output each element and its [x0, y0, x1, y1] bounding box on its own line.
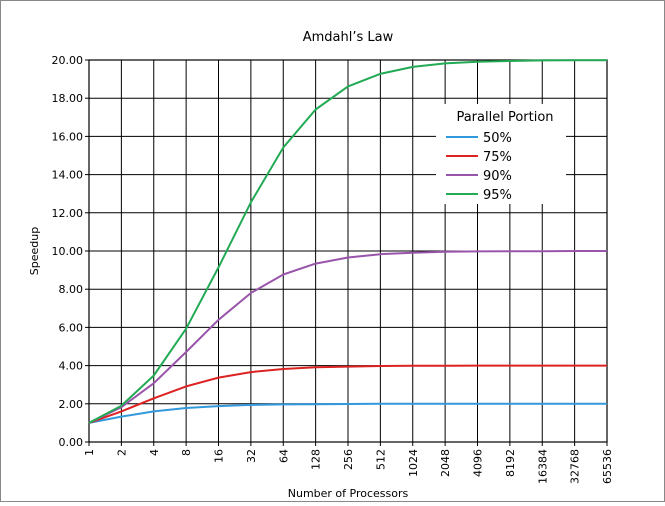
y-axis-ticks: 0.00 2.00 4.00 6.00 8.00 10.00 12.00 14.00 16.00… [52, 54, 89, 449]
y-tick-label: 20.00 [52, 54, 84, 67]
legend-label: 95% [483, 188, 512, 203]
legend-label: 75% [483, 150, 512, 165]
y-tick-label: 8.00 [59, 283, 84, 296]
x-tick-label: 2 [115, 449, 128, 456]
legend-title: Parallel Portion [456, 110, 553, 125]
x-tick-label: 16 [213, 449, 226, 463]
x-axis-label: Number of Processors [288, 487, 409, 500]
chart-title: Amdahl’s Law [303, 30, 394, 45]
y-tick-label: 14.00 [52, 169, 84, 182]
y-tick-label: 18.00 [52, 92, 84, 105]
x-tick-label: 8192 [504, 449, 517, 477]
series-line-95pct [88, 59, 607, 424]
series-line-75pct [88, 364, 607, 424]
legend-box [436, 104, 566, 204]
legend-label: 90% [483, 169, 512, 184]
x-tick-label: 32768 [569, 449, 582, 484]
x-tick-label: 4 [148, 449, 161, 456]
y-tick-label: 10.00 [52, 245, 84, 258]
x-tick-label: 16384 [536, 449, 549, 484]
series-line-50pct [88, 402, 607, 424]
x-tick-label: 4096 [472, 449, 485, 477]
y-tick-label: 12.00 [52, 207, 84, 220]
x-tick-label: 64 [277, 449, 290, 463]
x-tick-label: 256 [342, 449, 355, 470]
x-axis-ticks: 1 2 4 8 16 32 64 128 256 512 1024 2048 4096 8192 16384… [83, 442, 614, 484]
y-tick-label: 2.00 [59, 398, 84, 411]
y-axis-label: Speedup [28, 227, 41, 275]
y-tick-label: 4.00 [59, 360, 84, 373]
x-tick-label: 8 [180, 449, 193, 456]
legend: Parallel Portion 50% 75% 90% 95% [436, 104, 566, 204]
x-tick-label: 32 [245, 449, 258, 463]
x-tick-label: 1024 [407, 449, 420, 477]
series-lines [88, 59, 607, 424]
x-tick-label: 2048 [439, 449, 452, 477]
legend-label: 50% [483, 131, 512, 146]
x-tick-label: 512 [374, 449, 387, 470]
y-tick-label: 0.00 [59, 436, 84, 449]
y-tick-label: 16.00 [52, 130, 84, 143]
x-tick-label: 65536 [601, 449, 614, 484]
x-tick-label: 128 [310, 449, 323, 470]
series-line-90pct [88, 250, 607, 424]
y-tick-label: 6.00 [59, 321, 84, 334]
x-tick-label: 1 [83, 449, 96, 456]
